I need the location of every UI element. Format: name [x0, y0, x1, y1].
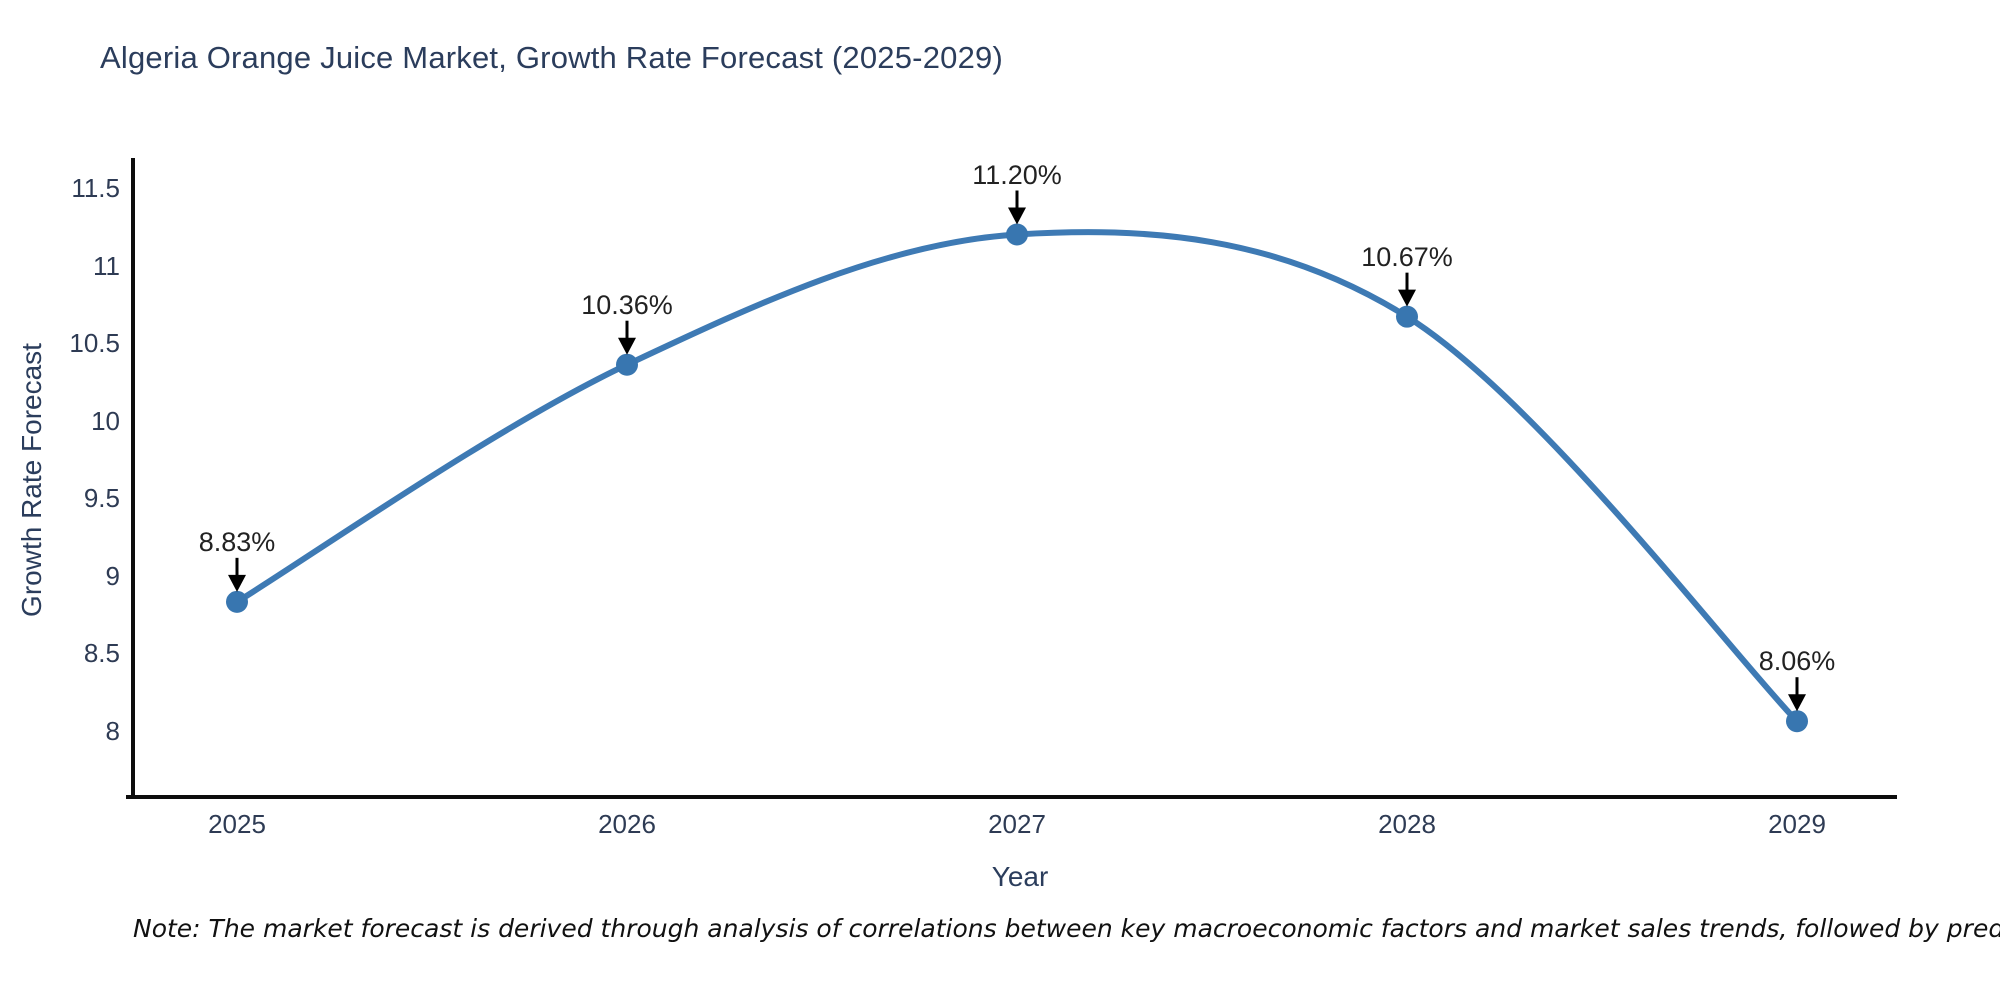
x-tick-label: 2029 [1768, 809, 1826, 839]
y-tick-label: 10 [91, 405, 120, 436]
data-point-marker [226, 590, 248, 613]
x-tick-label: 2026 [598, 809, 656, 839]
point-value-label: 8.06% [1758, 646, 1836, 677]
y-tick-label: 9.5 [83, 483, 120, 513]
arrow-layer [228, 190, 1806, 712]
y-tick-label: 10.5 [69, 328, 120, 358]
data-point-marker [616, 353, 638, 376]
footnote: Note: The market forecast is derived thr… [133, 914, 2000, 943]
annotation-arrow-head [228, 574, 246, 592]
annotation-arrow-head [1008, 207, 1026, 225]
y-tick-label: 8 [105, 715, 120, 746]
data-point-marker [1786, 710, 1808, 733]
y-axis-title: Growth Rate Forecast [16, 343, 47, 617]
curve-layer [234, 229, 1800, 725]
x-axis-title: Year [991, 861, 1049, 892]
y-tick-label: 11.5 [71, 173, 120, 203]
annotation-arrow-head [1398, 289, 1416, 307]
point-value-label: 10.67% [1361, 241, 1453, 272]
annotation-arrow-head [618, 337, 636, 355]
marker-layer [226, 223, 1808, 733]
point-value-label: 10.36% [581, 289, 673, 320]
data-point-marker [1006, 223, 1028, 246]
y-tick-label: 11 [93, 250, 120, 281]
annotation-arrow-head [1788, 694, 1806, 712]
y-tick-label: 9 [105, 560, 120, 591]
x-tick-label: 2025 [208, 809, 266, 839]
y-tick-label: 8.5 [83, 638, 120, 668]
point-value-label: 8.83% [198, 526, 276, 557]
chart-title: Algeria Orange Juice Market, Growth Rate… [100, 40, 1003, 75]
data-point-marker [1396, 305, 1418, 328]
forecast-line [234, 229, 1800, 725]
point-value-label: 11.20% [972, 159, 1062, 190]
x-tick-label: 2027 [988, 809, 1046, 839]
x-tick-label: 2028 [1378, 809, 1436, 839]
